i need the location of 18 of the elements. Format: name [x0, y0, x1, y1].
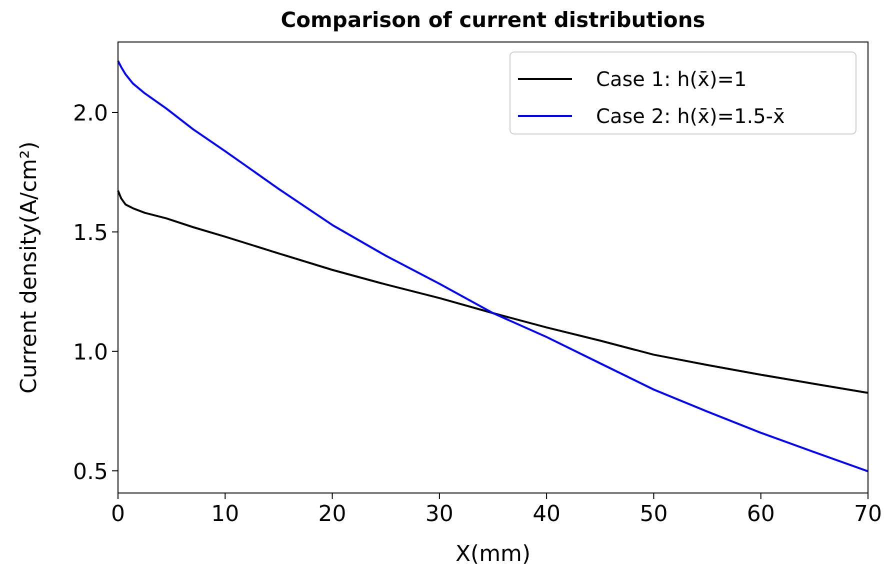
y-tick-label: 1.0 — [73, 340, 108, 366]
x-axis-title: X(mm) — [455, 542, 531, 567]
x-tick-label: 70 — [854, 502, 882, 527]
legend-label: Case 2: h(x̄)=1.5-x̄ — [596, 104, 786, 128]
x-tick-label: 10 — [211, 502, 240, 527]
x-tick-label: 0 — [111, 502, 125, 527]
legend-label: Case 1: h(x̄)=1 — [596, 67, 747, 91]
line-series — [117, 60, 869, 472]
y-tick-label: 0.5 — [73, 460, 108, 485]
x-tick-label: 60 — [746, 502, 775, 527]
chart-title: Comparison of current distributions — [280, 8, 706, 32]
x-tick-label: 50 — [640, 502, 668, 527]
y-tick-label: 1.5 — [73, 220, 108, 246]
x-tick-label: 40 — [532, 502, 561, 527]
y-axis-title: Current density(A/cm²) — [17, 141, 42, 394]
y-tick-label: 2.0 — [73, 101, 108, 126]
x-tick-label: 30 — [425, 502, 454, 527]
x-tick-label: 20 — [318, 502, 346, 527]
